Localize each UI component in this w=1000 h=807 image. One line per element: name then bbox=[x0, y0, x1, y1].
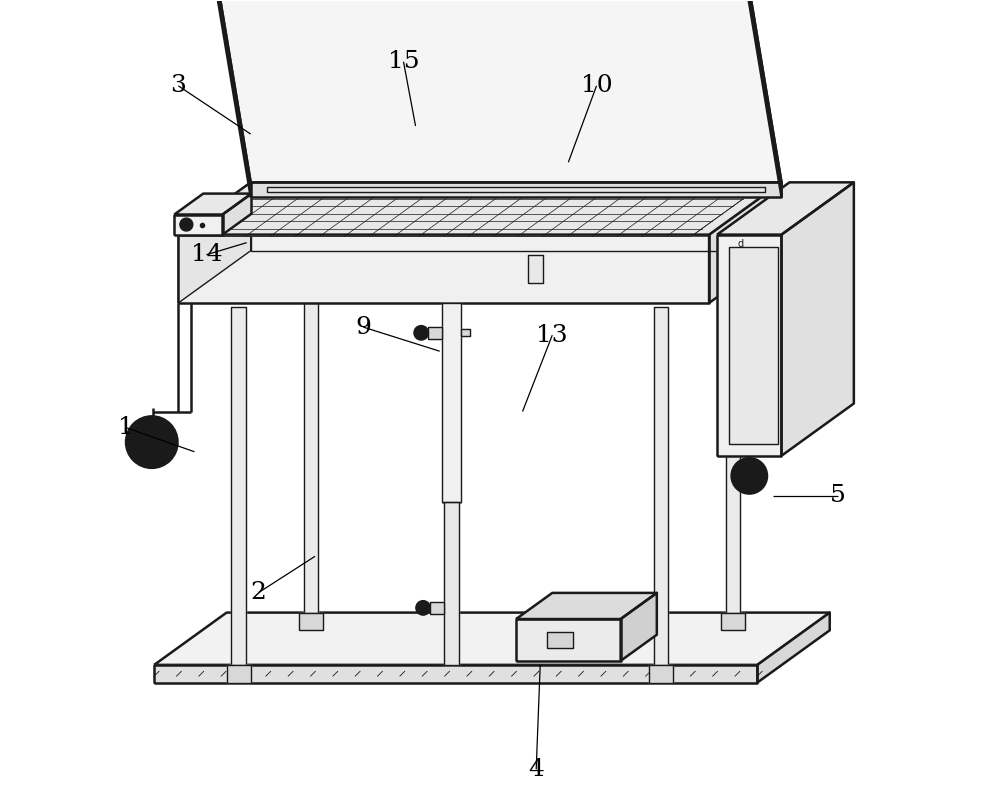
Polygon shape bbox=[516, 593, 657, 619]
Text: 14: 14 bbox=[191, 243, 222, 266]
Text: 10: 10 bbox=[581, 74, 612, 98]
Polygon shape bbox=[154, 665, 757, 683]
Polygon shape bbox=[174, 194, 251, 215]
Polygon shape bbox=[251, 182, 781, 251]
Polygon shape bbox=[649, 665, 673, 683]
Text: 13: 13 bbox=[536, 324, 568, 347]
Polygon shape bbox=[721, 613, 745, 630]
Polygon shape bbox=[178, 182, 251, 303]
Circle shape bbox=[416, 600, 430, 615]
Polygon shape bbox=[444, 502, 459, 665]
Circle shape bbox=[180, 218, 193, 231]
Polygon shape bbox=[547, 632, 573, 648]
Text: 4: 4 bbox=[528, 758, 544, 781]
Polygon shape bbox=[717, 182, 854, 235]
Text: 1: 1 bbox=[118, 416, 134, 439]
Polygon shape bbox=[757, 613, 830, 683]
Circle shape bbox=[732, 458, 767, 494]
Polygon shape bbox=[174, 215, 223, 235]
Polygon shape bbox=[267, 187, 765, 192]
Polygon shape bbox=[741, 0, 781, 197]
Polygon shape bbox=[227, 665, 251, 683]
Polygon shape bbox=[196, 184, 764, 236]
Polygon shape bbox=[516, 619, 621, 661]
Text: 3: 3 bbox=[170, 74, 186, 98]
Polygon shape bbox=[528, 255, 543, 283]
Polygon shape bbox=[304, 255, 318, 613]
Polygon shape bbox=[299, 613, 323, 630]
Polygon shape bbox=[178, 235, 709, 303]
Polygon shape bbox=[154, 613, 830, 665]
Text: 15: 15 bbox=[388, 50, 419, 73]
Polygon shape bbox=[442, 303, 461, 502]
Circle shape bbox=[414, 325, 428, 340]
Polygon shape bbox=[251, 182, 781, 197]
Polygon shape bbox=[709, 182, 781, 303]
Text: 2: 2 bbox=[251, 581, 267, 604]
Polygon shape bbox=[729, 247, 778, 444]
Text: d: d bbox=[737, 239, 743, 249]
Polygon shape bbox=[654, 307, 668, 665]
Text: 5: 5 bbox=[830, 484, 846, 508]
Circle shape bbox=[126, 416, 178, 468]
Polygon shape bbox=[621, 593, 657, 661]
Polygon shape bbox=[726, 255, 740, 613]
Polygon shape bbox=[781, 182, 854, 456]
Polygon shape bbox=[430, 602, 444, 613]
Polygon shape bbox=[231, 307, 246, 665]
Polygon shape bbox=[210, 0, 781, 182]
Polygon shape bbox=[428, 327, 442, 339]
Polygon shape bbox=[210, 0, 251, 197]
Polygon shape bbox=[461, 329, 470, 337]
Polygon shape bbox=[223, 194, 251, 235]
Text: 9: 9 bbox=[355, 316, 371, 339]
Polygon shape bbox=[178, 182, 781, 235]
Polygon shape bbox=[717, 235, 781, 456]
